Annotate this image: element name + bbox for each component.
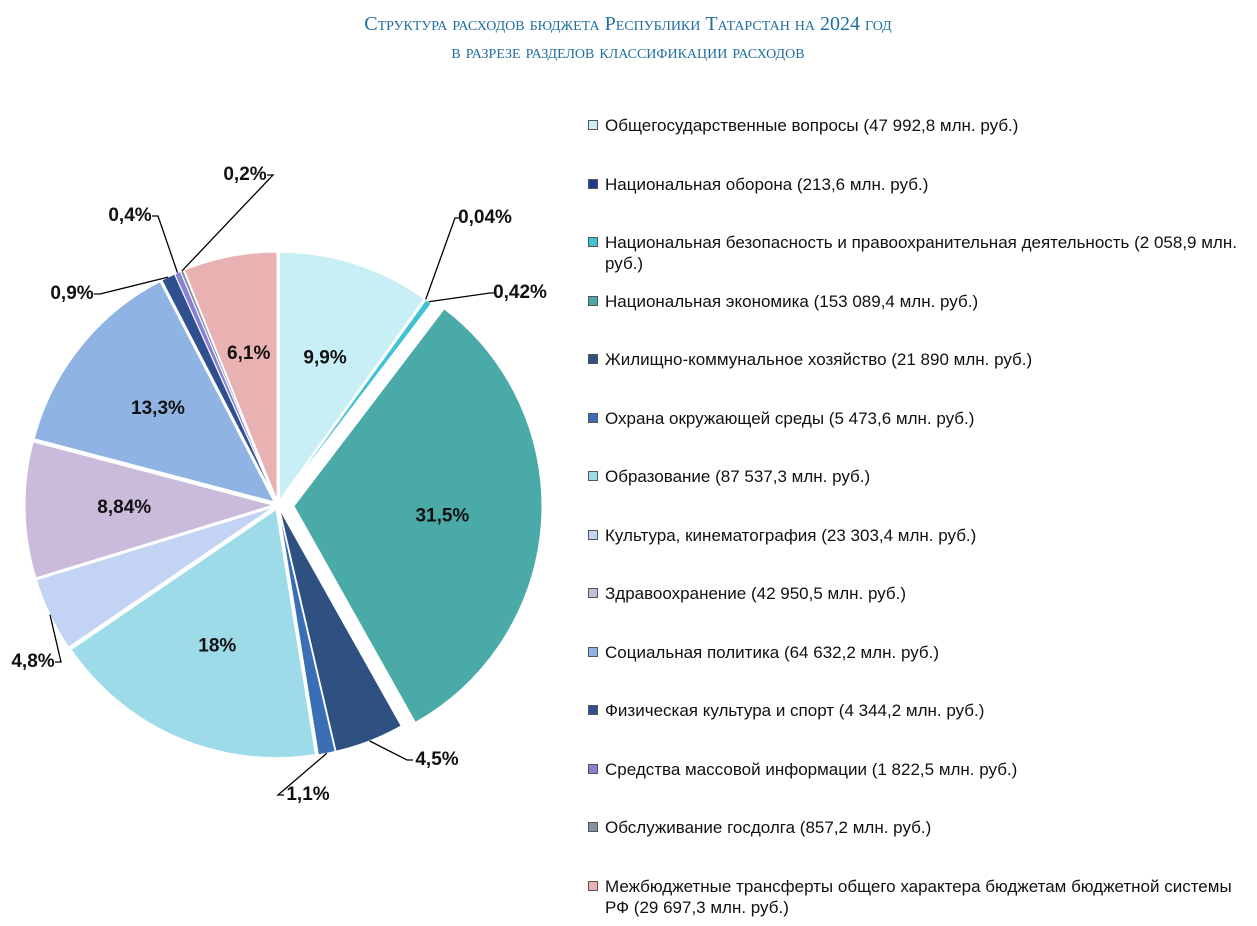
leader-line — [49, 614, 62, 663]
leader-line — [428, 292, 496, 303]
pie-slice — [35, 506, 274, 648]
legend-item: Жилищно-коммунальное хозяйство (21 890 м… — [588, 349, 1253, 370]
legend-swatch — [588, 295, 598, 306]
pie-slice — [279, 509, 402, 752]
pie-slice — [293, 308, 543, 724]
legend-label: Средства массовой информации (1 822,5 мл… — [605, 759, 1018, 779]
pie-slice — [279, 251, 425, 502]
data-label: 0,2% — [223, 164, 266, 185]
legend-label: Образование (87 537,3 млн. руб.) — [605, 467, 871, 486]
legend-item: Образование (87 537,3 млн. руб.) — [588, 466, 1253, 487]
data-label: 1,1% — [286, 784, 329, 805]
legend-label: Национальная безопасность и правоохранит… — [605, 233, 1237, 273]
legend-item: Национальная экономика (153 089,4 млн. р… — [588, 291, 1253, 312]
data-label: 4,5% — [415, 749, 458, 770]
legend-swatch — [588, 763, 598, 774]
legend-label: Жилищно-коммунальное хозяйство (21 890 м… — [605, 350, 1033, 369]
legend-item: Социальная политика (64 632,2 млн. руб.) — [588, 642, 1253, 663]
legend-swatch — [588, 237, 598, 247]
data-label: 13,3% — [131, 398, 185, 419]
legend-label: Обслуживание госдолга (857,2 млн. руб.) — [605, 818, 932, 837]
data-label: 4,8% — [11, 651, 54, 672]
data-label: 0,9% — [50, 283, 93, 304]
chart-title: Структура расходов бюджета Республики Та… — [364, 13, 892, 35]
legend-label: Физическая культура и спорт (4 344,2 млн… — [605, 701, 985, 720]
data-label: 6,1% — [227, 343, 270, 364]
pie-slice — [24, 441, 275, 579]
legend-item: Национальная оборона (213,6 млн. руб.) — [588, 174, 1253, 195]
leader-line — [276, 752, 328, 796]
pie-slice — [70, 508, 317, 759]
pie-slice — [280, 299, 432, 502]
legend-label: Общегосударственные вопросы (47 992,8 мл… — [605, 116, 1019, 135]
legend-swatch — [588, 178, 598, 189]
data-label: 8,84% — [97, 497, 151, 518]
legend-label: Охрана окружающей среды (5 473,6 млн. ру… — [605, 408, 975, 428]
legend-item: Охрана окружающей среды (5 473,6 млн. ру… — [588, 408, 1253, 429]
leader-line — [181, 174, 275, 272]
leader-line — [152, 215, 179, 274]
legend-item: Физическая культура и спорт (4 344,2 млн… — [588, 700, 1253, 721]
legend-swatch — [588, 120, 598, 130]
data-label: 0,4% — [108, 205, 151, 226]
legend-item: Средства массовой информации (1 822,5 мл… — [588, 759, 1253, 780]
legend-swatch — [588, 705, 598, 715]
legend-label: Социальная политика (64 632,2 млн. руб.) — [605, 642, 940, 662]
legend-item: Межбюджетные трансферты общего характера… — [588, 876, 1253, 918]
legend-item: Общегосударственные вопросы (47 992,8 мл… — [588, 115, 1253, 136]
legend-item: Культура, кинематография (23 303,4 млн. … — [588, 525, 1253, 546]
legend-label: Межбюджетные трансферты общего характера… — [605, 876, 1232, 917]
pie-slice — [183, 251, 278, 501]
data-label: 18% — [198, 635, 236, 656]
legend-label: Национальная оборона (213,6 млн. руб.) — [605, 174, 929, 194]
leader-line — [369, 740, 413, 761]
legend-item: Обслуживание госдолга (857,2 млн. руб.) — [588, 817, 1253, 838]
data-label: 0,04% — [458, 207, 512, 228]
legend-label: Национальная экономика (153 089,4 млн. р… — [605, 291, 979, 311]
leader-line — [425, 217, 461, 300]
data-label: 9,9% — [303, 348, 346, 369]
data-label: 31,5% — [415, 506, 469, 527]
legend-swatch — [588, 880, 598, 891]
legend-item: Здравоохранение (42 950,5 млн. руб.) — [588, 583, 1253, 604]
legend-swatch — [588, 354, 598, 364]
legend-swatch — [588, 529, 598, 540]
legend-label: Здравоохранение (42 950,5 млн. руб.) — [605, 584, 907, 603]
legend-swatch — [588, 471, 598, 481]
data-label: 0,42% — [493, 282, 547, 303]
legend-label: Культура, кинематография (23 303,4 млн. … — [605, 525, 977, 545]
legend-item: Национальная безопасность и правоохранит… — [588, 232, 1253, 274]
legend-swatch — [588, 822, 598, 832]
leader-line — [94, 276, 169, 295]
chart-subtitle: в разрезе разделов классификации расходо… — [451, 41, 804, 63]
legend-swatch — [588, 646, 598, 657]
pie-slice — [33, 280, 276, 503]
legend-swatch — [588, 412, 598, 423]
legend-swatch — [588, 588, 598, 598]
